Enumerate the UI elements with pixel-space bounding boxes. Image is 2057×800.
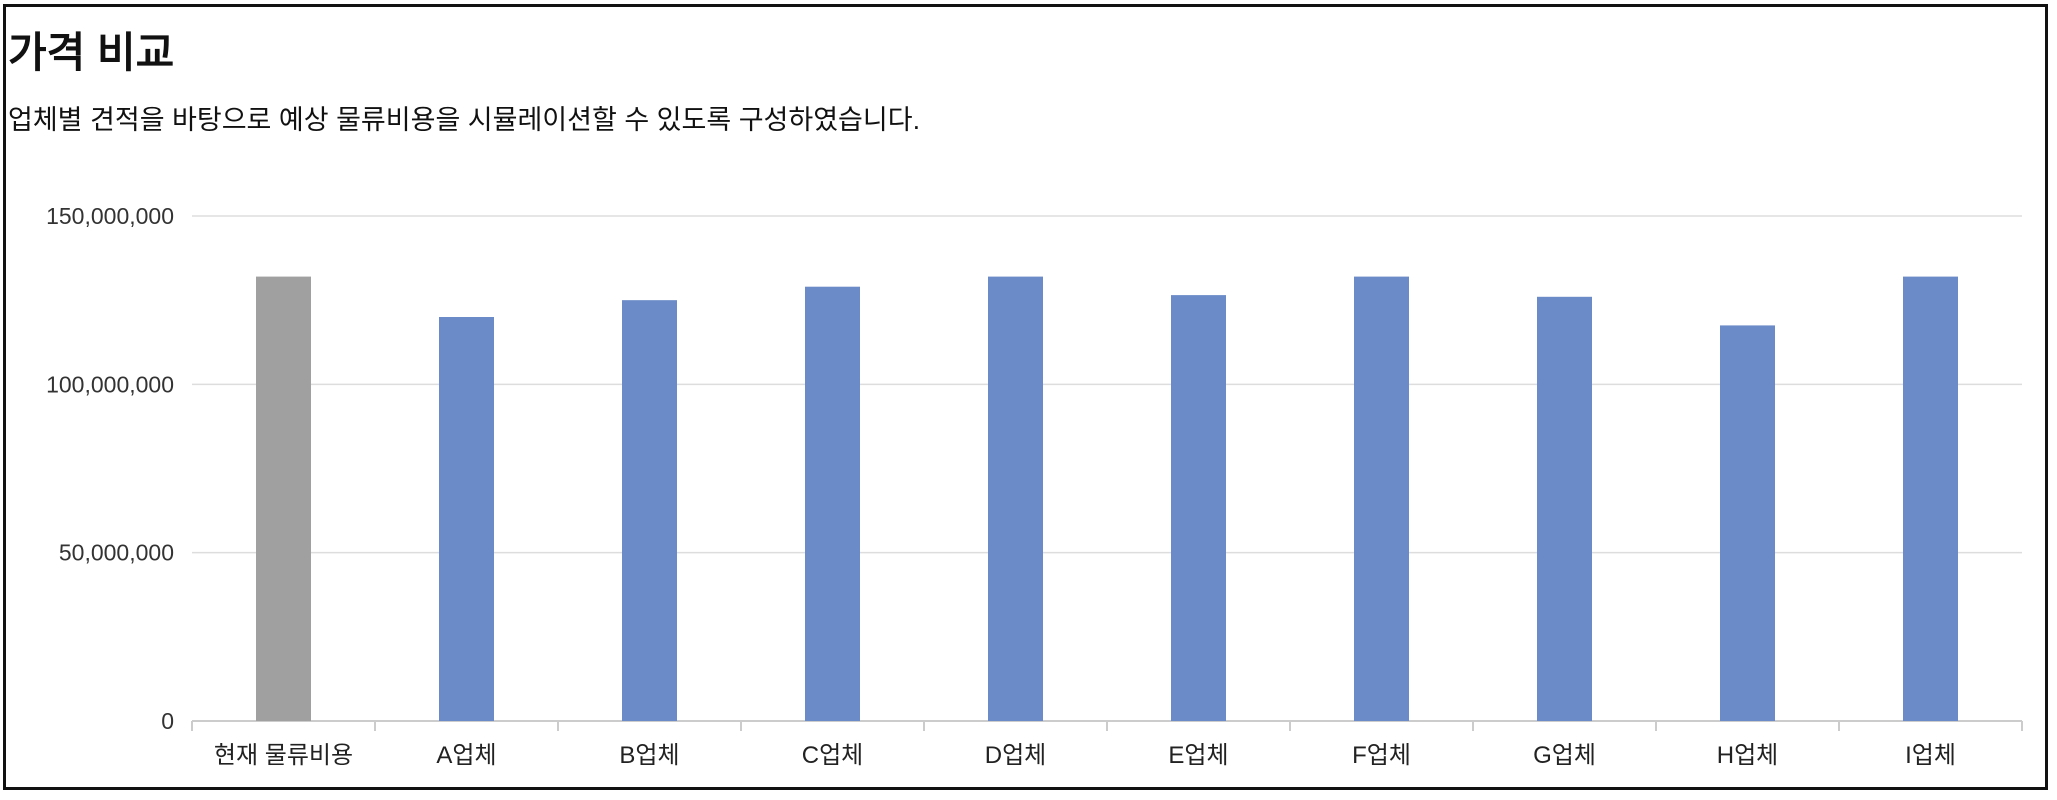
bar-9[interactable] — [1903, 276, 1958, 721]
y-axis-tick-labels: 0 50,000,000 100,000,000 150,000,000 — [46, 203, 174, 734]
x-tick-label: F업체 — [1352, 742, 1411, 769]
x-axis — [191, 720, 2023, 731]
bar-1[interactable] — [439, 317, 494, 721]
bar-3[interactable] — [805, 286, 860, 721]
bar-2[interactable] — [622, 300, 677, 721]
x-axis-tick-labels: 현재 물류비용 A업체 B업체 C업체 D업체 E업체 F업체 G업체 H업체 I업체 — [214, 742, 1956, 769]
page-title: 가격 비교 — [8, 29, 175, 76]
bar-6[interactable] — [1354, 276, 1409, 721]
x-tick-label: B업체 — [619, 742, 679, 769]
x-tick-label: C업체 — [802, 742, 864, 769]
y-tick-label: 100,000,000 — [46, 371, 174, 397]
bar-7[interactable] — [1537, 296, 1592, 721]
page-subtitle: 업체별 견적을 바탕으로 예상 물류비용을 시뮬레이션할 수 있도록 구성하였습… — [8, 105, 921, 135]
y-tick-label: 0 — [161, 708, 174, 734]
x-tick-label: H업체 — [1717, 742, 1779, 769]
x-tick-label: G업체 — [1533, 742, 1596, 769]
bar-4[interactable] — [988, 276, 1043, 721]
grid-lines — [192, 215, 2022, 554]
x-tick-label: D업체 — [985, 742, 1047, 769]
bar-0[interactable] — [256, 276, 311, 721]
x-tick-label: I업체 — [1905, 742, 1956, 769]
x-tick-label: E업체 — [1168, 742, 1228, 769]
y-tick-label: 150,000,000 — [46, 203, 174, 229]
bar-8[interactable] — [1720, 325, 1775, 721]
bar-5[interactable] — [1171, 295, 1226, 721]
x-tick-label: A업체 — [436, 742, 496, 769]
bars — [256, 276, 1958, 721]
x-tick-label: 현재 물류비용 — [214, 742, 353, 769]
y-tick-label: 50,000,000 — [59, 540, 174, 566]
